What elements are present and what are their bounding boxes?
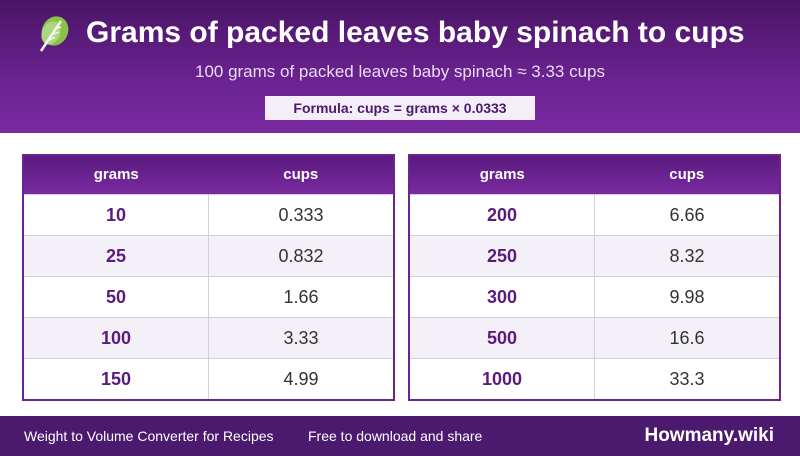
cups-cell: 0.333 <box>278 205 324 225</box>
grams-cell: 150 <box>24 359 209 399</box>
formula-box: Formula: cups = grams × 0.0333 <box>265 96 535 120</box>
cups-cell: 6.66 <box>669 205 705 225</box>
cups-cell: 16.6 <box>669 328 705 348</box>
grams-cell: 10 <box>24 195 209 235</box>
column-header-cups: cups <box>283 166 319 183</box>
cups-cell: 1.66 <box>283 287 319 307</box>
table-header: grams cups <box>24 156 393 194</box>
footer-tagline: Free to download and share <box>308 428 483 444</box>
grams-cell: 50 <box>24 277 209 317</box>
grams-cell: 300 <box>410 277 595 317</box>
conversion-table-left: grams cups 10 0.333 25 0.832 50 1.66 100… <box>22 154 395 401</box>
grams-cell: 250 <box>410 236 595 276</box>
table-row: 1000 33.3 <box>410 358 779 399</box>
grams-cell: 25 <box>24 236 209 276</box>
table-row: 300 9.98 <box>410 276 779 317</box>
table-row: 25 0.832 <box>24 235 393 276</box>
header-banner: Grams of packed leaves baby spinach to c… <box>0 0 800 133</box>
table-row: 10 0.333 <box>24 194 393 235</box>
table-body: 200 6.66 250 8.32 300 9.98 500 16.6 1000… <box>410 194 779 399</box>
page-subtitle: 100 grams of packed leaves baby spinach … <box>194 62 606 81</box>
column-header-cups: cups <box>669 166 705 183</box>
leafy-greens-icon <box>33 13 75 55</box>
table-header: grams cups <box>410 156 779 194</box>
grams-cell: 500 <box>410 318 595 358</box>
table-row: 200 6.66 <box>410 194 779 235</box>
grams-cell: 200 <box>410 195 595 235</box>
table-body: 10 0.333 25 0.832 50 1.66 100 3.33 150 4… <box>24 194 393 399</box>
table-row: 150 4.99 <box>24 358 393 399</box>
grams-cell: 100 <box>24 318 209 358</box>
table-row: 100 3.33 <box>24 317 393 358</box>
cups-cell: 4.99 <box>283 369 319 389</box>
brand-link[interactable]: Howmany.wiki <box>644 425 774 446</box>
cups-cell: 0.832 <box>278 246 324 266</box>
grams-cell: 1000 <box>410 359 595 399</box>
cups-cell: 3.33 <box>283 328 319 348</box>
column-header-grams: grams <box>93 166 139 183</box>
conversion-table-right: grams cups 200 6.66 250 8.32 300 9.98 50… <box>408 154 781 401</box>
cups-cell: 8.32 <box>669 246 705 266</box>
table-row: 500 16.6 <box>410 317 779 358</box>
footer-bar: Weight to Volume Converter for Recipes F… <box>0 416 800 456</box>
page-title: Grams of packed leaves baby spinach to c… <box>86 16 745 49</box>
column-header-grams: grams <box>479 166 525 183</box>
table-row: 50 1.66 <box>24 276 393 317</box>
footer-app-name: Weight to Volume Converter for Recipes <box>24 428 274 444</box>
cups-cell: 9.98 <box>669 287 705 307</box>
table-row: 250 8.32 <box>410 235 779 276</box>
cups-cell: 33.3 <box>669 369 705 389</box>
